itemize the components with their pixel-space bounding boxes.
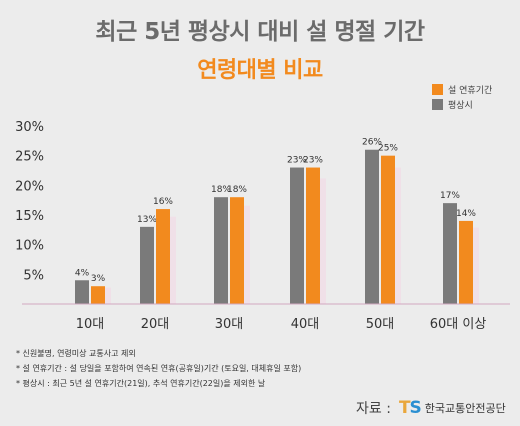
bar-holiday xyxy=(381,155,395,304)
data-label: 16% xyxy=(153,197,173,207)
y-tick-label: 20% xyxy=(15,179,44,194)
ts-logo-s: S xyxy=(409,398,422,418)
source-org: 한국교통안전공단 xyxy=(424,402,506,415)
legend-item-normal: 평상시 xyxy=(432,97,492,112)
legend: 설 연휴기간 평상시 xyxy=(432,82,492,112)
bar-holiday xyxy=(156,209,170,304)
data-label: 4% xyxy=(75,268,90,278)
ts-logo: TS xyxy=(398,398,422,418)
source-label: 자료 : xyxy=(356,401,391,417)
x-category-label: 40대 xyxy=(291,317,320,332)
footnote-2: * 설 연휴기간 : 설 당일을 포함하여 연속된 연휴(공휴일)기간 (토요일… xyxy=(16,364,302,373)
data-label: 13% xyxy=(137,215,157,225)
data-label: 23% xyxy=(303,156,323,166)
data-label: 14% xyxy=(456,209,476,219)
data-label: 23% xyxy=(287,156,307,166)
y-tick-label: 25% xyxy=(15,150,44,165)
ts-logo-t: T xyxy=(398,398,411,418)
x-category-label: 30대 xyxy=(215,317,244,332)
footnote-1: * 신원불명, 연령미상 교통사고 제외 xyxy=(16,349,136,358)
footnote-3: * 평상시 : 최근 5년 설 연휴기간(21일), 추석 연휴기간(22일)을… xyxy=(16,379,266,388)
y-tick-label: 10% xyxy=(15,239,44,254)
legend-item-holiday: 설 연휴기간 xyxy=(432,82,492,97)
x-category-label: 20대 xyxy=(141,317,170,332)
data-label: 3% xyxy=(91,274,106,284)
legend-label-holiday: 설 연휴기간 xyxy=(448,86,493,96)
bar-normal xyxy=(140,226,154,304)
y-tick-label: 30% xyxy=(15,120,44,135)
bar-holiday xyxy=(306,167,320,304)
bar-normal xyxy=(214,197,228,304)
footnotes: * 신원불명, 연령미상 교통사고 제외 * 설 연휴기간 : 설 당일을 포함… xyxy=(16,346,301,391)
y-tick-label: 15% xyxy=(15,209,44,224)
chart-title: 최근 5년 평상시 대비 설 명절 기간 xyxy=(95,19,425,45)
bar-normal xyxy=(365,149,379,304)
y-tick-label: 5% xyxy=(23,268,44,283)
data-label: 18% xyxy=(211,185,231,195)
legend-label-normal: 평상시 xyxy=(448,101,473,111)
x-category-label: 50대 xyxy=(366,317,395,332)
data-label: 17% xyxy=(440,191,460,201)
bar-normal xyxy=(290,167,304,304)
data-label: 26% xyxy=(362,138,382,148)
source-credit: 자료 : TS 한국교통안전공단 xyxy=(356,398,506,418)
x-category-label: 10대 xyxy=(76,317,105,332)
bar-holiday xyxy=(230,197,244,304)
bar-normal xyxy=(443,203,457,304)
legend-swatch-normal xyxy=(432,99,443,110)
bar-holiday xyxy=(91,286,105,304)
data-label: 25% xyxy=(378,144,398,154)
bar-normal xyxy=(75,280,89,304)
chart-subtitle: 연령대별 비교 xyxy=(197,58,323,83)
legend-swatch-holiday xyxy=(432,84,443,95)
bar-holiday xyxy=(459,220,473,304)
data-label: 18% xyxy=(227,185,247,195)
x-category-label: 60대 이상 xyxy=(430,317,487,332)
